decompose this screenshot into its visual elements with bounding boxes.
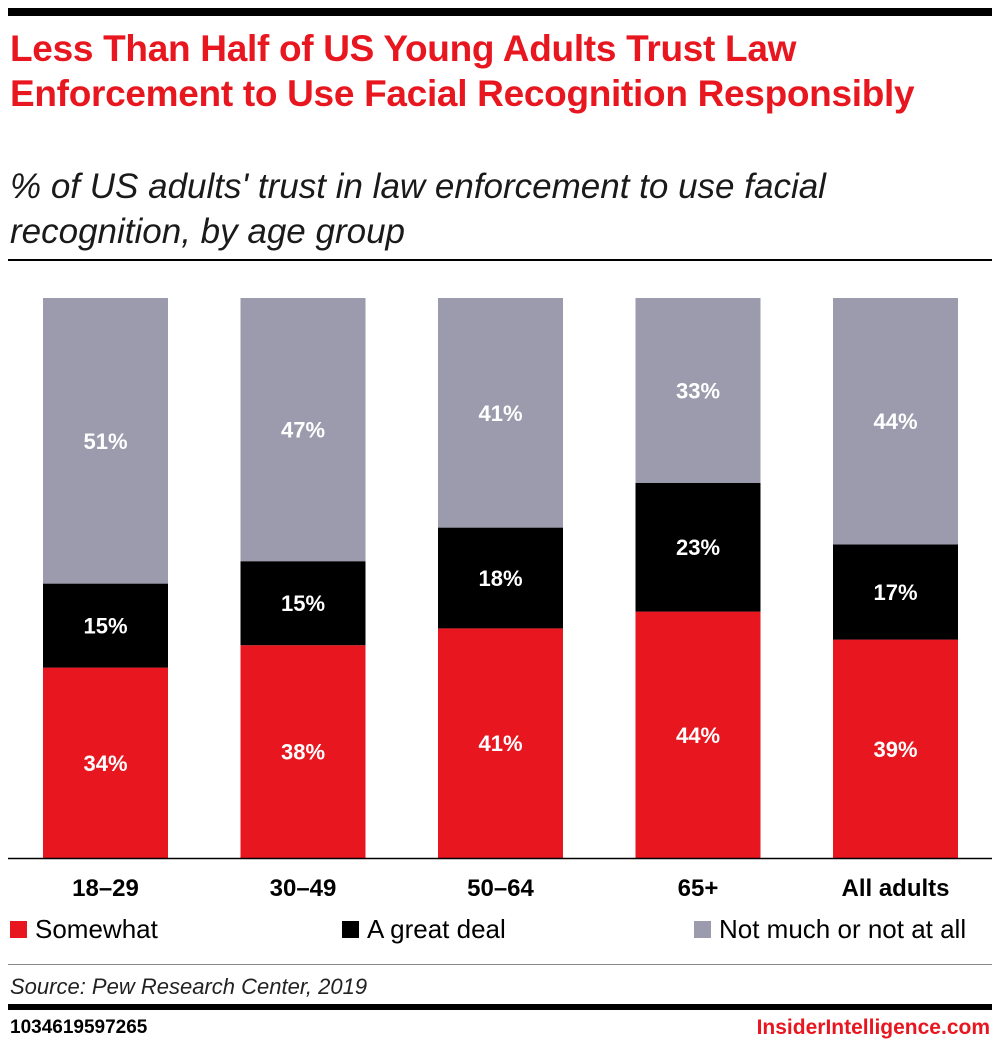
- legend-item-somewhat: Somewhat: [10, 911, 158, 947]
- bar-segment: [240, 298, 366, 562]
- bar-segment: [240, 645, 366, 858]
- legend-label: A great deal: [367, 913, 506, 944]
- bar-segment: [635, 611, 761, 858]
- data-label: 33%: [676, 378, 720, 403]
- data-label: 51%: [83, 429, 127, 454]
- data-label: 15%: [83, 614, 127, 639]
- bar-segment: [833, 639, 958, 858]
- data-label: 44%: [873, 409, 917, 434]
- bar-segment: [833, 544, 958, 640]
- data-label: 41%: [478, 731, 522, 756]
- chart-title: Less Than Half of US Young Adults Trust …: [10, 28, 915, 114]
- data-label: 47%: [281, 418, 325, 443]
- header-divider: [8, 259, 992, 261]
- data-label: 34%: [83, 751, 127, 776]
- bar-segment: [43, 298, 168, 584]
- bar-segment: [635, 298, 761, 483]
- legend-divider: [8, 964, 992, 965]
- data-label: 38%: [281, 740, 325, 765]
- x-tick-label: 18–29: [72, 875, 139, 902]
- footer-rule: [8, 1004, 992, 1010]
- bar-segment: [438, 527, 563, 629]
- legend-label: Not much or not at all: [719, 913, 967, 944]
- data-label: 17%: [873, 580, 917, 605]
- x-tick-label: 50–64: [467, 875, 534, 902]
- legend-swatch-black: [342, 920, 359, 938]
- data-label: 44%: [676, 723, 720, 748]
- legend-label: Somewhat: [35, 913, 158, 944]
- top-rule: [8, 8, 992, 16]
- bar-segment: [635, 482, 761, 612]
- legend-swatch-red: [10, 920, 27, 938]
- data-label: 41%: [478, 401, 522, 426]
- data-label: 39%: [873, 737, 917, 762]
- bar-segment: [43, 667, 168, 858]
- legend-item-great-deal: A great deal: [342, 911, 506, 947]
- bar-segment: [438, 628, 563, 858]
- bar-segment: [438, 298, 563, 528]
- x-tick-label: All adults: [841, 875, 949, 902]
- chart-subtitle: % of US adults' trust in law enforcement…: [10, 167, 826, 251]
- legend-item-not-much: Not much or not at all: [694, 911, 966, 947]
- x-tick-label: 65+: [678, 875, 719, 902]
- legend-swatch-gray: [694, 920, 711, 938]
- bar-segment: [240, 561, 366, 646]
- chart-id: 1034619597265: [10, 1017, 148, 1038]
- bar-segment: [833, 298, 958, 545]
- bar-segment: [43, 583, 168, 668]
- x-tick-label: 30–49: [270, 875, 337, 902]
- brand-logo-text: InsiderIntelligence.com: [756, 1016, 990, 1039]
- data-label: 15%: [281, 591, 325, 616]
- data-label: 18%: [478, 566, 522, 591]
- source-note: Source: Pew Research Center, 2019: [10, 974, 368, 999]
- data-label: 23%: [676, 535, 720, 560]
